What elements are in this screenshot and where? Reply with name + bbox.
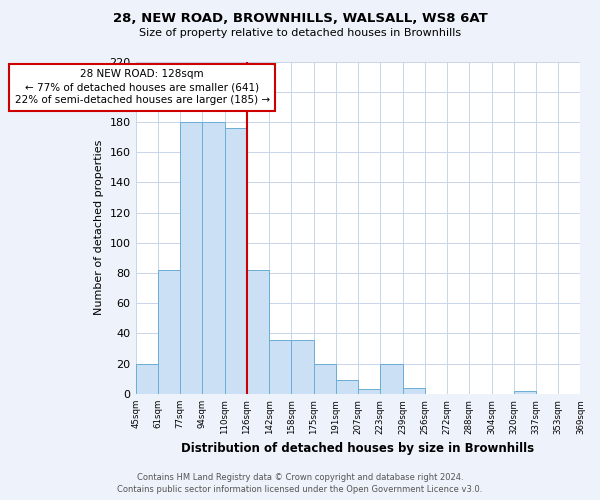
Text: Contains HM Land Registry data © Crown copyright and database right 2024.
Contai: Contains HM Land Registry data © Crown c… <box>118 472 482 494</box>
Text: 28 NEW ROAD: 128sqm
← 77% of detached houses are smaller (641)
22% of semi-detac: 28 NEW ROAD: 128sqm ← 77% of detached ho… <box>14 69 270 106</box>
Y-axis label: Number of detached properties: Number of detached properties <box>94 140 104 316</box>
Bar <box>292 340 314 394</box>
Bar <box>336 380 358 394</box>
Bar <box>314 364 336 394</box>
Bar <box>358 390 380 394</box>
Bar <box>247 270 269 394</box>
Bar <box>403 388 425 394</box>
Bar <box>224 128 247 394</box>
Bar <box>180 122 202 394</box>
Bar <box>158 270 180 394</box>
X-axis label: Distribution of detached houses by size in Brownhills: Distribution of detached houses by size … <box>181 442 535 455</box>
Bar <box>269 340 292 394</box>
Text: 28, NEW ROAD, BROWNHILLS, WALSALL, WS8 6AT: 28, NEW ROAD, BROWNHILLS, WALSALL, WS8 6… <box>113 12 487 24</box>
Bar <box>202 122 224 394</box>
Text: Size of property relative to detached houses in Brownhills: Size of property relative to detached ho… <box>139 28 461 38</box>
Bar <box>136 364 158 394</box>
Bar <box>380 364 403 394</box>
Bar <box>514 391 536 394</box>
